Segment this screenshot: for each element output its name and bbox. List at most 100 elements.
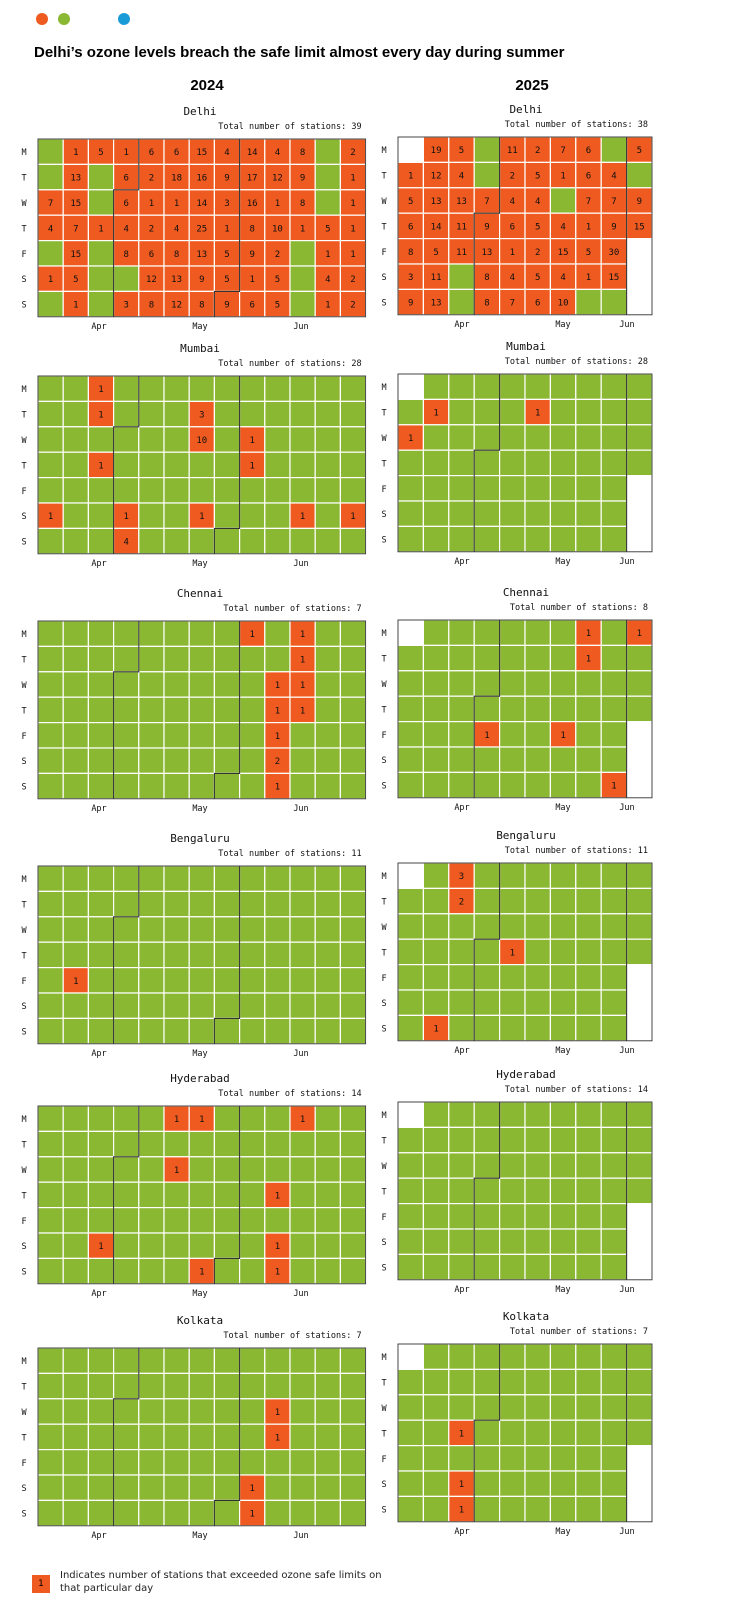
day-cell (600, 720, 628, 748)
day-value-label: 18 (171, 174, 182, 184)
day-cell (37, 138, 64, 165)
day-cell (314, 1398, 342, 1425)
day-cell (213, 1347, 241, 1374)
day-cell (524, 1343, 551, 1370)
day-cell (213, 527, 241, 555)
heatmap-kolkata-2025: Kolkata Total number of stations: 7 M T W T F S… (381, 1310, 653, 1537)
day-value-label: 5 (224, 250, 229, 260)
day-cell (422, 1152, 450, 1179)
month-boundary (473, 620, 501, 798)
day-cell (138, 941, 165, 969)
day-cell (473, 475, 501, 502)
day-cell (339, 1257, 367, 1285)
weekday-label: S (381, 536, 386, 546)
day-value-label: 1 (98, 385, 103, 395)
day-cell (213, 1257, 241, 1285)
day-cell (37, 1257, 64, 1285)
day-cell (163, 1398, 190, 1425)
day-cell (138, 1474, 165, 1501)
day-cell (87, 721, 115, 749)
day-value-label: 1 (98, 1242, 103, 1252)
day-cell (473, 1126, 501, 1154)
day-cell (112, 645, 140, 673)
day-cell (314, 916, 342, 943)
weekday-label: F (381, 485, 386, 495)
day-value-label: 6 (510, 222, 515, 232)
day-cell (499, 913, 526, 940)
city-title: Chennai (177, 587, 223, 600)
month-label: Jun (619, 1527, 634, 1537)
day-cell (473, 449, 501, 477)
day-cell (264, 1156, 291, 1183)
day-cell (163, 992, 190, 1019)
day-cell (289, 721, 316, 749)
day-cell (422, 1228, 450, 1255)
day-cell (163, 527, 190, 555)
day-cell (575, 720, 602, 748)
day-cell (213, 721, 241, 749)
heatmap-hyderabad-2025: Hyderabad Total number of stations: 14 M T W… (381, 1068, 653, 1295)
day-cell (625, 938, 653, 966)
day-cell (264, 1499, 291, 1527)
day-value-label: 6 (174, 148, 179, 158)
day-value-label: 1 (249, 1484, 254, 1494)
day-cell (549, 424, 577, 451)
day-cell (264, 1257, 291, 1285)
day-cell (499, 161, 526, 189)
heatmap-hyderabad-2024: Hyderabad Total number of stations: 14 M T W… (21, 1072, 367, 1299)
day-cell (112, 1257, 140, 1285)
day-cell (422, 424, 450, 451)
weekday-label: M (21, 1357, 26, 1367)
day-cell (239, 941, 266, 969)
month-label: Apr (454, 1527, 469, 1537)
day-value-label: 7 (48, 199, 53, 209)
day-cell (314, 1181, 342, 1209)
day-cell (575, 373, 602, 400)
day-cell (397, 1202, 424, 1230)
day-cell (499, 449, 526, 477)
weekday-label: T (21, 1383, 26, 1393)
day-cell (314, 890, 342, 918)
day-cell (499, 212, 526, 240)
day-cell (575, 887, 602, 915)
day-cell (112, 721, 140, 749)
day-cell (62, 1181, 90, 1209)
day-value-label: 1 (275, 1242, 280, 1252)
day-cell (62, 1206, 90, 1234)
weekday-label: F (381, 248, 386, 258)
day-cell (448, 449, 475, 477)
day-cell (112, 1398, 140, 1425)
day-cell (499, 619, 526, 646)
day-cell (600, 500, 628, 527)
day-value-label: 1 (199, 1268, 204, 1278)
day-value-label: 16 (196, 174, 207, 184)
day-cell (314, 1257, 342, 1285)
day-value-label: 6 (123, 174, 128, 184)
day-cell (87, 890, 115, 918)
day-cell (112, 966, 140, 994)
day-cell (213, 400, 241, 428)
day-cell (239, 290, 266, 318)
day-cell (499, 989, 526, 1016)
day-cell (62, 916, 90, 943)
weekday-label: M (381, 1353, 386, 1363)
weekday-label: T (381, 898, 386, 908)
day-value-label: 1 (510, 248, 515, 258)
day-value-label: 1 (275, 1268, 280, 1278)
day-cell (625, 1394, 653, 1421)
day-cell (625, 161, 653, 189)
day-cell (314, 865, 342, 892)
day-cell (87, 1448, 115, 1476)
day-cell (339, 721, 367, 749)
day-cell (112, 451, 140, 479)
month-label: Jun (619, 320, 634, 330)
day-cell (289, 451, 316, 479)
day-value-label: 1 (199, 1115, 204, 1125)
month-label: Apr (91, 559, 106, 569)
day-cell (499, 187, 526, 214)
day-cell (87, 1499, 115, 1527)
day-cell (524, 1470, 551, 1497)
day-value-label: 2 (459, 898, 464, 908)
day-cell (62, 721, 90, 749)
day-value-label: 5 (459, 146, 464, 156)
